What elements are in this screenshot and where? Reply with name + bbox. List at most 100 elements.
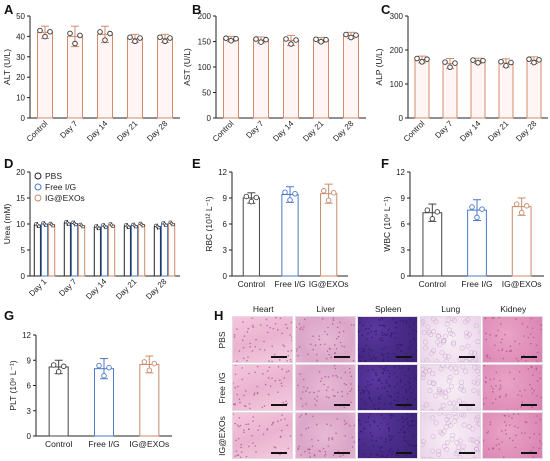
- scale-bar: [396, 451, 413, 454]
- x-tick-label: Day 14: [271, 119, 296, 144]
- y-tick-label: 0: [21, 272, 26, 281]
- legend-label: Free I/G: [45, 182, 76, 192]
- data-point: [171, 223, 175, 227]
- bar: [498, 62, 514, 119]
- bar-free-i-g: [40, 223, 49, 277]
- x-tick-label: Free I/G: [274, 279, 305, 289]
- data-point: [434, 209, 441, 215]
- data-point: [424, 56, 430, 62]
- data-point: [353, 32, 359, 38]
- bar-pbs: [93, 226, 101, 277]
- row-label: Free I/G: [217, 372, 227, 403]
- y-tick-label: 3: [223, 246, 228, 255]
- column-label: Liver: [317, 304, 336, 314]
- data-point: [348, 34, 354, 41]
- data-point: [447, 64, 453, 70]
- data-point: [479, 206, 485, 212]
- data-point: [106, 364, 112, 371]
- y-tick-label: 40: [16, 32, 25, 41]
- x-tick-label: Day 7: [433, 119, 455, 141]
- tissue-texture: [358, 412, 418, 458]
- bar-pbs: [153, 226, 161, 277]
- panel-f: F 0 3 6 9 12 WBC (10⁹ L⁻¹) Control Free I/G IG@EX…: [381, 156, 544, 289]
- panel-label: G: [4, 308, 14, 323]
- bar: [157, 37, 173, 119]
- histology-image-liver: [294, 412, 356, 459]
- tissue-texture: [296, 412, 355, 458]
- legend-label: PBS: [45, 171, 62, 181]
- bar: [511, 206, 532, 277]
- x-tick-label: IG@EXOs: [309, 279, 349, 289]
- data-point: [343, 31, 349, 38]
- y-tick-label: 12: [218, 168, 227, 177]
- scale-bar: [271, 451, 288, 454]
- data-point: [442, 59, 448, 65]
- data-point: [97, 29, 103, 35]
- y-tick-label: 200: [198, 12, 212, 21]
- y-tick-label: 200: [390, 46, 404, 55]
- data-point: [531, 59, 537, 66]
- histology-image-kidney: [482, 364, 544, 411]
- y-tick-label: 12: [22, 331, 31, 340]
- scale-bar: [521, 451, 538, 454]
- x-tick-label: Control: [211, 119, 236, 144]
- histology-image-liver: [294, 364, 356, 411]
- data-point: [37, 27, 43, 34]
- x-tick-label: Day 21: [114, 277, 139, 302]
- x-tick-label: Day 21: [115, 119, 140, 144]
- data-point: [258, 39, 264, 45]
- data-point: [141, 224, 145, 228]
- scale-bar: [333, 355, 350, 358]
- bar-ig-exos: [78, 225, 86, 277]
- y-tick-label: 20: [16, 73, 25, 82]
- data-point: [320, 188, 327, 194]
- data-point: [452, 60, 458, 66]
- bar-ig-exos: [168, 222, 176, 277]
- tissue-texture: [420, 364, 480, 410]
- y-tick-label: 3: [401, 246, 406, 255]
- data-point: [253, 194, 260, 201]
- y-tick-label: 100: [198, 63, 212, 72]
- y-tick-label: 0: [21, 114, 26, 123]
- data-point: [47, 28, 53, 35]
- y-axis-label: ALP (U/L): [374, 48, 384, 85]
- data-point: [157, 226, 161, 230]
- scale-bar: [396, 355, 413, 358]
- x-tick-label: Day 7: [58, 119, 80, 141]
- data-point: [167, 35, 173, 41]
- legend-marker: [34, 172, 42, 180]
- tissue-texture: [295, 317, 355, 362]
- tissue-texture: [420, 316, 480, 362]
- column-label: Lung: [441, 304, 460, 314]
- scale-bar: [458, 403, 475, 406]
- data-point: [50, 362, 57, 368]
- bar: [139, 363, 160, 437]
- data-point: [470, 57, 476, 63]
- y-tick-label: 20: [16, 168, 25, 177]
- x-tick-label: IG@EXOs: [502, 279, 542, 289]
- row-label: IG@EXOs: [217, 416, 227, 456]
- y-tick-label: 9: [223, 194, 228, 203]
- histology-image-heart: [232, 316, 294, 363]
- panel-d: D 0 5 10 15 20 Urea (mM) Day 1 Day 7 Day 14 Day 21…: [2, 156, 180, 301]
- data-point: [55, 368, 62, 375]
- x-tick-label: Day 14: [85, 119, 110, 144]
- bar: [343, 34, 359, 119]
- data-point: [429, 216, 436, 222]
- tissue-texture: [296, 365, 353, 409]
- bar: [97, 33, 113, 119]
- data-point: [518, 209, 525, 216]
- bar: [526, 59, 542, 119]
- data-point: [228, 37, 234, 44]
- x-tick-label: Control: [238, 279, 266, 289]
- y-tick-label: 50: [202, 89, 211, 98]
- x-tick-label: Free I/G: [461, 279, 492, 289]
- data-point: [424, 207, 431, 213]
- data-point: [475, 60, 481, 66]
- y-axis-label: PLT (10⁹ L⁻¹): [8, 360, 18, 410]
- data-point: [157, 34, 163, 40]
- y-tick-label: 0: [27, 432, 32, 441]
- bar: [320, 193, 338, 277]
- data-point: [283, 36, 289, 42]
